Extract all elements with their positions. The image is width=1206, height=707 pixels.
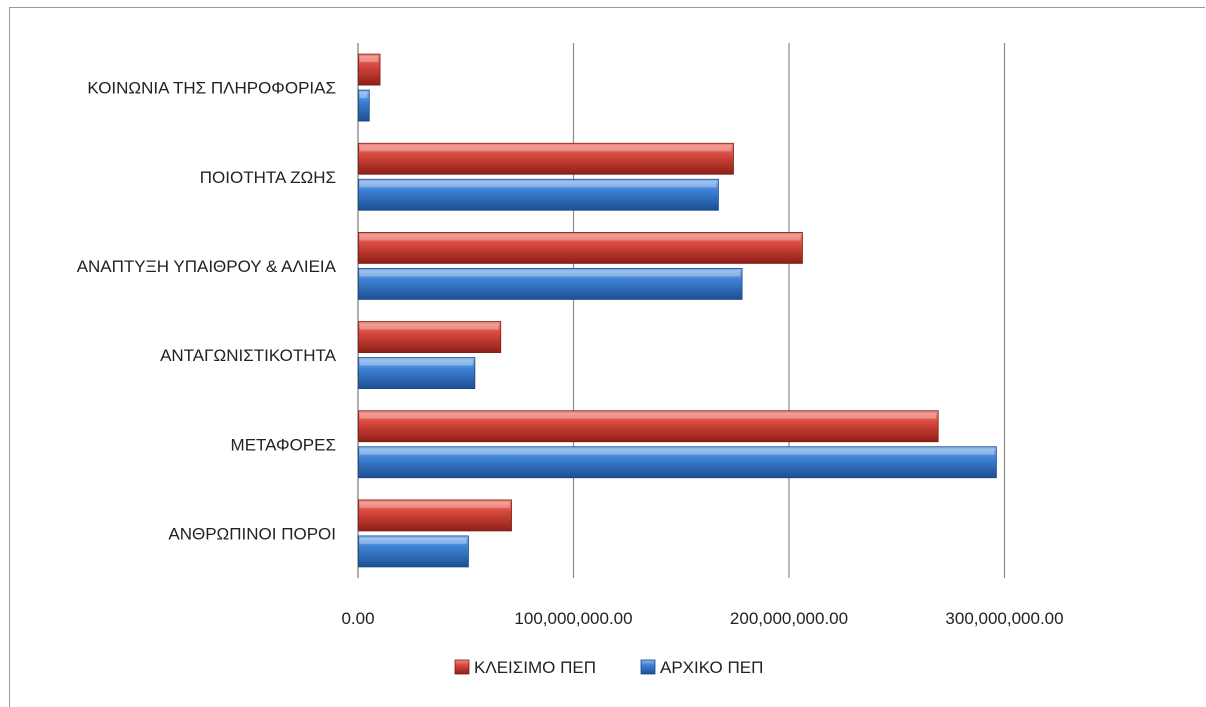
bar-initial-4 (358, 178, 719, 211)
chart-frame (9, 7, 1205, 707)
bar-highlight (359, 56, 379, 63)
bar-highlight (359, 92, 368, 99)
bar-initial-5 (358, 89, 370, 122)
legend: ΚΛΕΙΣΙΜΟ ΠΕΠ ΑΡΧΙΚΟ ΠΕΠ (454, 658, 763, 677)
bar-closing-4 (358, 142, 734, 175)
x-tick-label: 100,000,000.00 (514, 609, 632, 628)
category-label: ΑΝΑΠΤΥΞΗ ΥΠΑΙΘΡΟΥ & ΑΛΙΕΙΑ (77, 257, 337, 276)
x-tick-label: 0.00 (341, 609, 374, 628)
bar-initial-0 (358, 535, 469, 568)
bar-highlight (359, 412, 937, 419)
bar-closing-0 (358, 499, 512, 532)
x-tick-label: 200,000,000.00 (730, 609, 848, 628)
bar-highlight (359, 537, 467, 544)
gridlines (357, 43, 1006, 578)
category-labels: ΑΝΘΡΩΠΙΝΟΙ ΠΟΡΟΙ ΜΕΤΑΦΟΡΕΣ ΑΝΤΑΓΩΝΙΣΤΙΚΟΤΗ… (77, 79, 337, 544)
category-label: ΑΝΤΑΓΩΝΙΣΤΙΚΟΤΗΤΑ (160, 346, 337, 365)
category-label: ΠΟΙΟΤΗΤΑ ΖΩΗΣ (200, 168, 336, 187)
bar-initial-3 (358, 268, 743, 300)
bar-highlight (359, 501, 510, 508)
bar-highlight (359, 359, 473, 366)
category-label: ΚΟΙΝΩΝΙΑ ΤΗΣ ΠΛΗΡΟΦΟΡΙΑΣ (87, 79, 336, 98)
bar-closing-5 (358, 53, 381, 86)
bar-highlight (359, 181, 717, 188)
legend-swatch-initial (640, 659, 656, 675)
legend-swatch-closing (454, 659, 470, 675)
bar-highlight (359, 270, 741, 277)
category-label: ΑΝΘΡΩΠΙΝΟΙ ΠΟΡΟΙ (168, 524, 336, 543)
bar-initial-2 (358, 357, 476, 389)
x-tick-label: 300,000,000.00 (945, 609, 1063, 628)
bar-closing-2 (358, 321, 502, 353)
legend-label-closing: ΚΛΕΙΣΙΜΟ ΠΕΠ (474, 658, 596, 677)
bar-closing-3 (358, 232, 803, 264)
x-tick-labels: 0.00 100,000,000.00 200,000,000.00 300,000,… (341, 609, 1063, 628)
bar-highlight (359, 448, 995, 455)
bar-highlight (359, 234, 801, 241)
bars (358, 53, 997, 568)
bar-highlight (359, 145, 732, 152)
legend-label-initial: ΑΡΧΙΚΟ ΠΕΠ (660, 658, 763, 677)
bar-highlight (359, 323, 499, 330)
bar-closing-1 (358, 410, 939, 443)
bar-initial-1 (358, 446, 997, 479)
category-label: ΜΕΤΑΦΟΡΕΣ (231, 435, 336, 454)
